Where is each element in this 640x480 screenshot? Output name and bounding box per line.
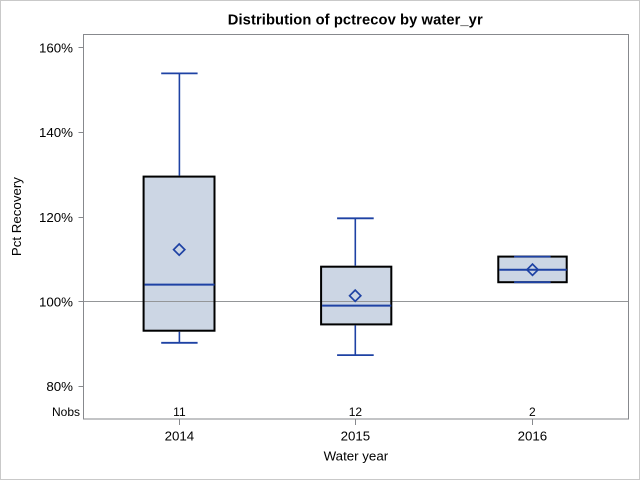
svg-text:100%: 100% <box>39 295 73 310</box>
svg-text:2015: 2015 <box>341 428 371 443</box>
svg-text:160%: 160% <box>39 40 73 55</box>
svg-text:Distribution of pctrecov by wa: Distribution of pctrecov by water_yr <box>228 12 483 28</box>
svg-text:Water year: Water year <box>324 449 389 464</box>
svg-text:2: 2 <box>529 405 536 419</box>
svg-text:80%: 80% <box>46 379 73 394</box>
svg-text:2014: 2014 <box>165 428 195 443</box>
svg-text:12: 12 <box>349 405 363 419</box>
svg-text:140%: 140% <box>39 125 73 140</box>
svg-text:Pct Recovery: Pct Recovery <box>9 177 24 256</box>
svg-text:11: 11 <box>173 405 186 419</box>
svg-text:2016: 2016 <box>518 428 548 443</box>
svg-text:Nobs: Nobs <box>52 405 80 419</box>
svg-text:120%: 120% <box>39 210 73 225</box>
